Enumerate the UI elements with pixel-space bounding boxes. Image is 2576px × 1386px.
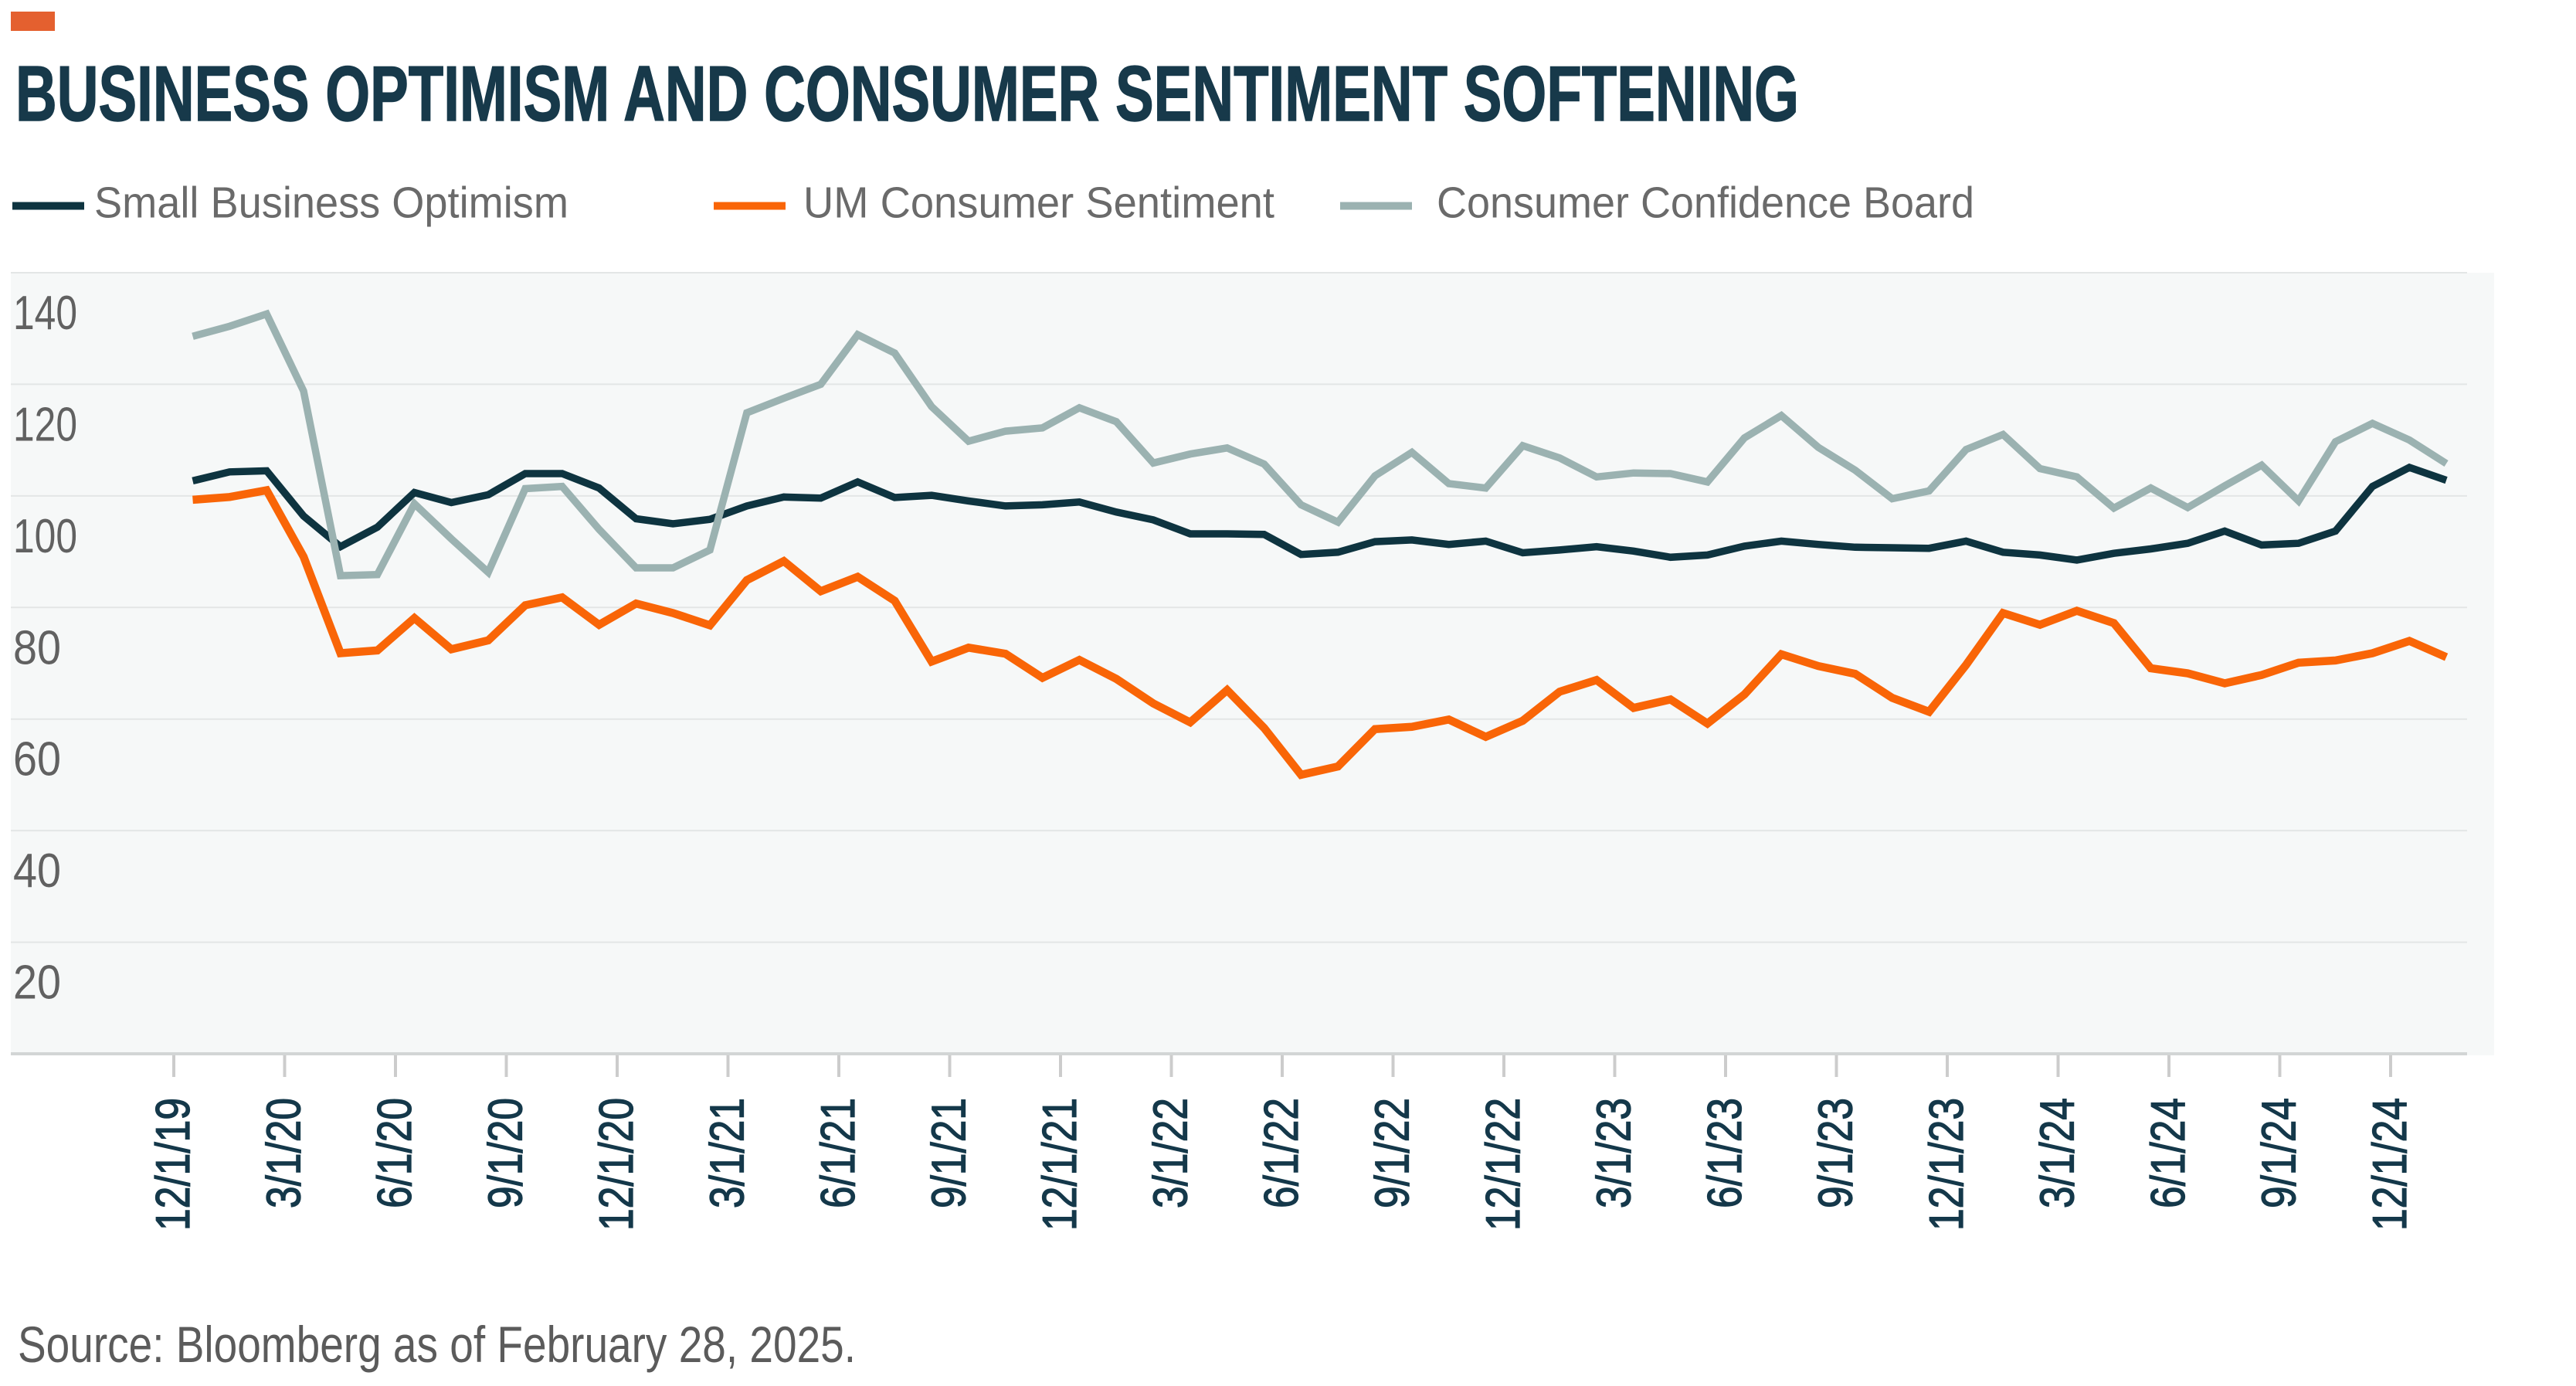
svg-text:3/1/20: 3/1/20 <box>258 1098 311 1208</box>
svg-text:40: 40 <box>13 844 61 898</box>
svg-text:6/1/23: 6/1/23 <box>1699 1098 1752 1208</box>
svg-text:9/1/24: 9/1/24 <box>2253 1098 2306 1208</box>
svg-text:12/1/20: 12/1/20 <box>590 1098 643 1231</box>
svg-text:12/1/23: 12/1/23 <box>1920 1098 1974 1231</box>
svg-text:6/1/24: 6/1/24 <box>2142 1098 2195 1208</box>
svg-text:3/1/24: 3/1/24 <box>2031 1098 2085 1208</box>
svg-text:60: 60 <box>13 733 61 786</box>
svg-text:9/1/23: 9/1/23 <box>1810 1098 1863 1208</box>
svg-text:3/1/22: 3/1/22 <box>1145 1098 1198 1208</box>
svg-text:9/1/21: 9/1/21 <box>923 1098 976 1208</box>
svg-text:12/1/24: 12/1/24 <box>2364 1098 2417 1231</box>
svg-text:12/1/21: 12/1/21 <box>1033 1098 1087 1231</box>
svg-text:6/1/20: 6/1/20 <box>368 1098 422 1208</box>
svg-text:BUSINESS OPTIMISM AND CONSUMER: BUSINESS OPTIMISM AND CONSUMER SENTIMENT… <box>15 51 1799 138</box>
svg-text:6/1/21: 6/1/21 <box>812 1098 865 1208</box>
svg-text:12/1/22: 12/1/22 <box>1477 1098 1530 1231</box>
svg-text:120: 120 <box>13 398 77 451</box>
svg-text:Source: Bloomberg as of Februa: Source: Bloomberg as of February 28, 202… <box>18 1316 856 1373</box>
svg-text:12/1/19: 12/1/19 <box>147 1098 200 1231</box>
svg-text:UM Consumer Sentiment: UM Consumer Sentiment <box>803 178 1274 228</box>
svg-text:80: 80 <box>13 621 61 674</box>
svg-text:9/1/20: 9/1/20 <box>480 1098 533 1208</box>
svg-text:9/1/22: 9/1/22 <box>1366 1098 1420 1208</box>
svg-text:Consumer Confidence Board: Consumer Confidence Board <box>1437 178 1974 228</box>
svg-text:3/1/23: 3/1/23 <box>1588 1098 1641 1208</box>
svg-text:Small Business Optimism: Small Business Optimism <box>94 178 568 228</box>
svg-text:3/1/21: 3/1/21 <box>701 1098 755 1208</box>
svg-text:100: 100 <box>13 510 77 563</box>
svg-text:140: 140 <box>13 287 77 340</box>
svg-text:6/1/22: 6/1/22 <box>1255 1098 1308 1208</box>
svg-text:20: 20 <box>13 956 61 1010</box>
